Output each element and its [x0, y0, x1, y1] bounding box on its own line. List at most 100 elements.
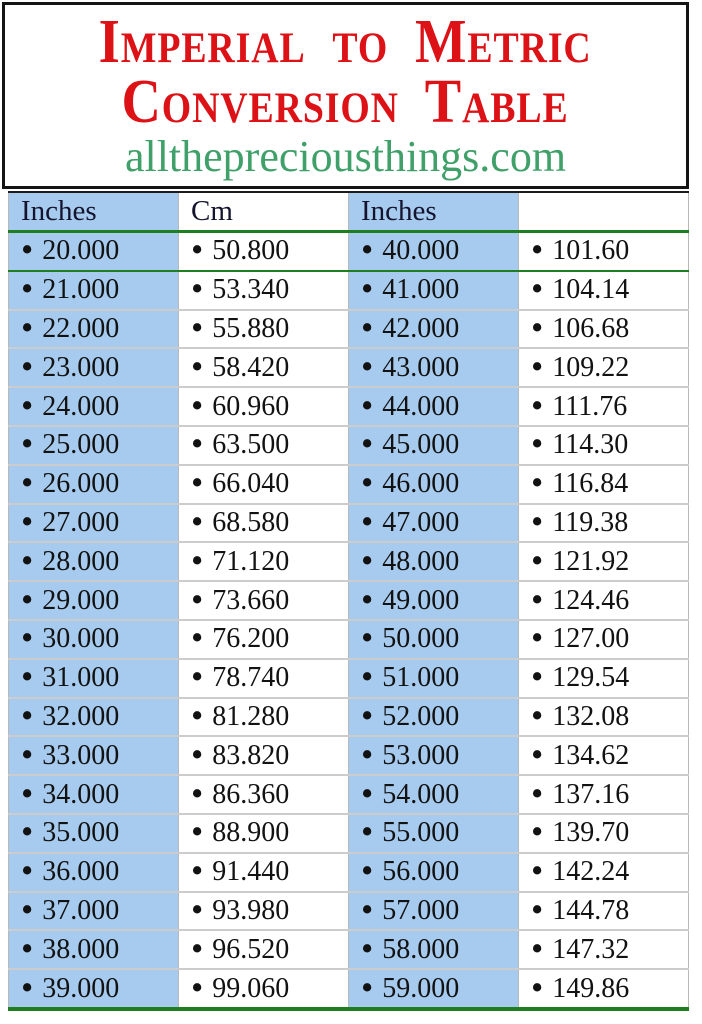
inches-cell: • 41.000: [348, 270, 519, 311]
cm-cell: • 101.60: [518, 231, 689, 272]
cell-value: 37.000: [42, 894, 120, 926]
inches-cell: • 36.000: [8, 852, 179, 893]
bullet-icon: •: [21, 736, 34, 774]
cell-value: 91.440: [212, 856, 290, 888]
cell-value: 124.46: [552, 584, 630, 616]
cell-value: 96.520: [212, 933, 290, 965]
bullet-icon: •: [531, 775, 544, 813]
bullet-icon: •: [21, 387, 34, 425]
cell-value: 76.200: [212, 623, 290, 655]
cell-value: 116.84: [552, 468, 629, 500]
cm-cell: • 149.86: [518, 969, 689, 1011]
cell-value: 52.000: [382, 700, 460, 732]
cell-value: 60.960: [212, 390, 290, 422]
bullet-icon: •: [191, 464, 204, 503]
cell-value: 49.000: [382, 584, 460, 616]
table-row: • 33.000 • 83.820 • 53.000 • 134.62: [8, 736, 689, 777]
header-box: Imperial to Metric Conversion Table allt…: [2, 2, 689, 189]
bullet-icon: •: [191, 697, 204, 736]
bullet-icon: •: [191, 503, 204, 542]
cell-value: 83.820: [212, 739, 290, 771]
cell-value: 109.22: [552, 351, 630, 383]
table-row: • 22.000 • 55.880 • 42.000 • 106.68: [8, 309, 689, 350]
cell-value: 29.000: [42, 584, 120, 616]
bullet-icon: •: [191, 425, 204, 464]
table-row: • 23.000 • 58.420 • 43.000 • 109.22: [8, 348, 689, 389]
bullet-icon: •: [21, 813, 34, 852]
cm-cell: • 91.440: [178, 852, 349, 893]
inches-cell: • 35.000: [8, 813, 179, 854]
bullet-icon: •: [191, 930, 204, 968]
bullet-icon: •: [531, 852, 544, 891]
column-header-inches-left: Inches: [8, 191, 179, 233]
cm-cell: • 142.24: [518, 852, 689, 893]
bullet-icon: •: [191, 581, 204, 619]
cell-value: 46.000: [382, 468, 460, 500]
bullet-icon: •: [531, 542, 544, 580]
cm-cell: • 76.200: [178, 619, 349, 660]
bullet-icon: •: [21, 270, 34, 309]
bullet-icon: •: [531, 736, 544, 774]
inches-cell: • 43.000: [348, 348, 519, 389]
bullet-icon: •: [531, 658, 544, 697]
cell-value: 20.000: [42, 235, 120, 267]
table-row: • 34.000 • 86.360 • 54.000 • 137.16: [8, 775, 689, 815]
table-body: • 20.000 • 50.800 • 40.000 • 101.60 • 21.000 • 53.3…: [8, 231, 689, 1011]
cell-value: 99.060: [212, 972, 290, 1004]
bullet-icon: •: [191, 891, 204, 930]
cell-value: 106.68: [552, 312, 630, 344]
cm-cell: • 147.32: [518, 930, 689, 971]
cell-value: 78.740: [212, 662, 290, 694]
cm-cell: • 66.040: [178, 464, 349, 505]
cell-value: 66.040: [212, 468, 290, 500]
cm-cell: • 60.960: [178, 387, 349, 427]
bullet-icon: •: [21, 348, 34, 386]
bullet-icon: •: [531, 464, 544, 503]
cell-value: 56.000: [382, 856, 460, 888]
inches-cell: • 58.000: [348, 930, 519, 971]
inches-cell: • 30.000: [8, 619, 179, 660]
cell-value: 39.000: [42, 972, 120, 1004]
inches-cell: • 25.000: [8, 425, 179, 466]
bullet-icon: •: [531, 891, 544, 930]
cell-value: 121.92: [552, 545, 630, 577]
table-row: • 32.000 • 81.280 • 52.000 • 132.08: [8, 697, 689, 738]
bullet-icon: •: [191, 969, 204, 1007]
inches-cell: • 47.000: [348, 503, 519, 544]
cm-cell: • 139.70: [518, 813, 689, 854]
cell-value: 59.000: [382, 972, 460, 1004]
cell-value: 68.580: [212, 506, 290, 538]
cm-cell: • 116.84: [518, 464, 689, 505]
bullet-icon: •: [191, 658, 204, 697]
bullet-icon: •: [191, 348, 204, 386]
bullet-icon: •: [531, 969, 544, 1007]
cell-value: 63.500: [212, 429, 290, 461]
table-row: • 35.000 • 88.900 • 55.000 • 139.70: [8, 813, 689, 854]
inches-cell: • 32.000: [8, 697, 179, 738]
table-row: • 25.000 • 63.500 • 45.000 • 114.30: [8, 425, 689, 466]
bullet-icon: •: [361, 270, 374, 309]
table-header-row: Inches Cm Inches: [8, 191, 689, 233]
inches-cell: • 20.000: [8, 231, 179, 272]
table-row: • 26.000 • 66.040 • 46.000 • 116.84: [8, 464, 689, 505]
bullet-icon: •: [361, 387, 374, 425]
cm-cell: • 121.92: [518, 542, 689, 583]
table-row: • 20.000 • 50.800 • 40.000 • 101.60: [8, 231, 689, 272]
column-header-inches-right: Inches: [348, 191, 519, 233]
bullet-icon: •: [191, 619, 204, 658]
bullet-icon: •: [191, 231, 204, 270]
column-header-cm-left: Cm: [178, 191, 349, 233]
cell-value: 40.000: [382, 235, 460, 267]
inches-cell: • 21.000: [8, 270, 179, 311]
bullet-icon: •: [191, 270, 204, 309]
table-row: • 29.000 • 73.660 • 49.000 • 124.46: [8, 581, 689, 621]
cm-cell: • 96.520: [178, 930, 349, 971]
cell-value: 45.000: [382, 429, 460, 461]
bullet-icon: •: [191, 542, 204, 580]
bullet-icon: •: [21, 425, 34, 464]
bullet-icon: •: [361, 852, 374, 891]
inches-cell: • 37.000: [8, 891, 179, 932]
bullet-icon: •: [531, 231, 544, 270]
cm-cell: • 99.060: [178, 969, 349, 1011]
cell-value: 42.000: [382, 312, 460, 344]
